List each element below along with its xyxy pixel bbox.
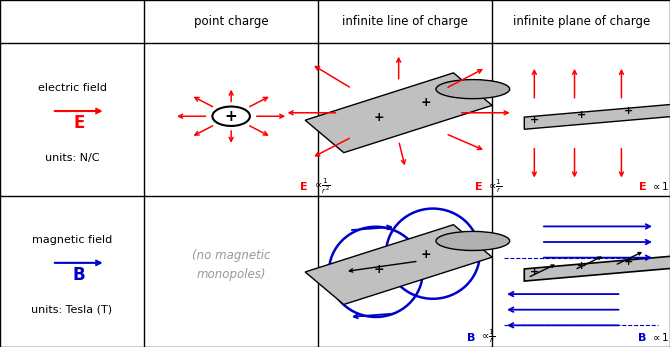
Text: $\mathbf{E}$: $\mathbf{E}$ <box>299 180 308 192</box>
Text: $\propto 1$: $\propto 1$ <box>650 331 669 342</box>
Text: infinite plane of charge: infinite plane of charge <box>513 15 650 28</box>
Text: +: + <box>373 263 384 276</box>
Text: (no magnetic
monopoles): (no magnetic monopoles) <box>192 248 271 281</box>
Text: $\propto\!\frac{1}{r^2}$: $\propto\!\frac{1}{r^2}$ <box>312 176 330 195</box>
Polygon shape <box>524 103 670 129</box>
Text: +: + <box>224 109 238 124</box>
Text: $\mathbf{E}$: $\mathbf{E}$ <box>72 114 85 132</box>
Text: magnetic field: magnetic field <box>32 235 112 245</box>
Text: +: + <box>420 96 431 109</box>
Text: +: + <box>624 257 632 267</box>
Text: +: + <box>577 110 586 119</box>
Polygon shape <box>524 255 670 281</box>
Text: +: + <box>530 266 539 277</box>
Text: infinite line of charge: infinite line of charge <box>342 15 468 28</box>
Text: $\mathbf{B}$: $\mathbf{B}$ <box>466 331 476 342</box>
Text: $\mathbf{E}$: $\mathbf{E}$ <box>638 180 647 192</box>
Text: units: N/C: units: N/C <box>45 153 99 163</box>
Ellipse shape <box>436 231 510 251</box>
Text: $\mathbf{E}$: $\mathbf{E}$ <box>474 180 482 192</box>
Text: +: + <box>577 261 586 271</box>
Polygon shape <box>305 73 492 153</box>
Text: +: + <box>373 111 384 125</box>
Text: +: + <box>420 248 431 261</box>
Text: $\propto\!\frac{1}{r}$: $\propto\!\frac{1}{r}$ <box>486 177 502 195</box>
Text: $\propto 1$: $\propto 1$ <box>650 180 669 192</box>
Text: +: + <box>530 115 539 125</box>
Ellipse shape <box>436 79 510 99</box>
Circle shape <box>212 107 250 126</box>
Text: $\propto\!\frac{1}{r}$: $\propto\!\frac{1}{r}$ <box>479 328 495 346</box>
Text: $\mathbf{B}$: $\mathbf{B}$ <box>637 331 647 342</box>
Text: point charge: point charge <box>194 15 269 28</box>
Polygon shape <box>305 225 492 304</box>
Text: +: + <box>624 106 632 116</box>
Text: electric field: electric field <box>38 84 107 93</box>
Text: $\mathbf{B}$: $\mathbf{B}$ <box>72 266 86 284</box>
Text: units: Tesla (T): units: Tesla (T) <box>31 305 113 315</box>
